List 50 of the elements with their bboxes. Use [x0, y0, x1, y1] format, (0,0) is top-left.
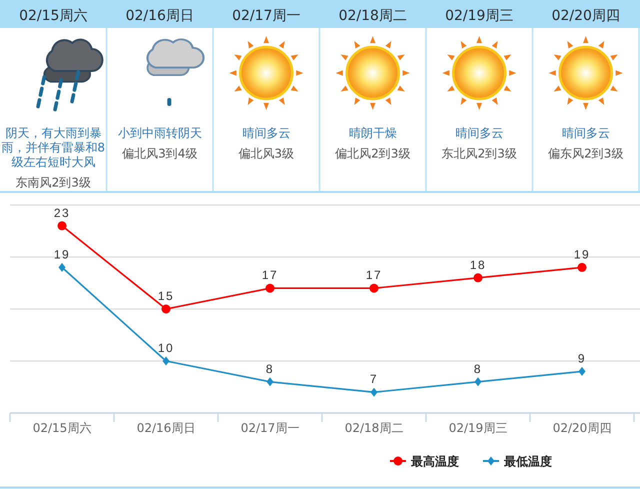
category-label: 02/18周二	[338, 8, 407, 24]
category-label: 02/19周三	[445, 8, 514, 24]
data-label: 17	[262, 268, 278, 282]
data-label: 10	[158, 341, 174, 355]
x-tick-label: 02/18周二	[344, 421, 404, 435]
category-label: 02/17周一	[232, 8, 300, 24]
data-label: 19	[574, 247, 590, 262]
x-tick-label: 02/17周一	[240, 421, 300, 435]
text: 晴间多云	[242, 126, 290, 140]
data-label: 8	[266, 362, 274, 376]
point	[266, 377, 274, 386]
x-tick-label: 02/19周三	[448, 421, 508, 435]
x-tick-label: 02/20周四	[552, 421, 612, 435]
point	[266, 284, 274, 293]
point	[578, 366, 586, 376]
category-label: 02/20周四	[552, 8, 620, 24]
point	[474, 273, 482, 282]
point	[58, 262, 66, 272]
point	[370, 284, 378, 293]
category-label: 02/15周六	[19, 8, 88, 24]
data-label: 18	[470, 258, 486, 272]
text: 偏北风2到3级	[335, 146, 410, 160]
data-label: 23	[54, 206, 70, 220]
text: 偏北风3到4级	[122, 146, 198, 160]
data-label: 8	[474, 362, 482, 376]
point	[58, 221, 66, 230]
text: 晴朗干燥	[348, 126, 397, 140]
legend-label: 最低温度	[503, 454, 552, 468]
point	[474, 377, 482, 386]
data-label: 7	[370, 372, 378, 386]
text: 晴间多云	[455, 126, 504, 140]
x-tick-label: 02/16周日	[136, 421, 196, 435]
point	[578, 262, 586, 272]
text: 偏北风3级	[238, 146, 294, 160]
data-label: 19	[54, 247, 70, 262]
text: 偏东风2到3级	[548, 146, 624, 160]
data-label: 9	[578, 351, 586, 366]
category-label: 02/16周日	[126, 8, 194, 24]
point	[162, 356, 170, 366]
text: 东北风2到3级	[442, 146, 517, 160]
text: 东南风2到3级	[16, 176, 91, 190]
point	[162, 304, 170, 314]
legend-label: 最高温度	[410, 454, 459, 468]
point	[370, 388, 378, 397]
data-label: 15	[158, 289, 174, 303]
text: 阴天，有大雨到暴雨，并伴有雷暴和8级左右短时大风	[1, 126, 106, 169]
data-label: 17	[366, 268, 382, 282]
text: 晴间多云	[562, 126, 610, 140]
x-tick-label: 02/15周六	[32, 421, 92, 435]
text: 小到中雨转阴天	[118, 126, 202, 140]
